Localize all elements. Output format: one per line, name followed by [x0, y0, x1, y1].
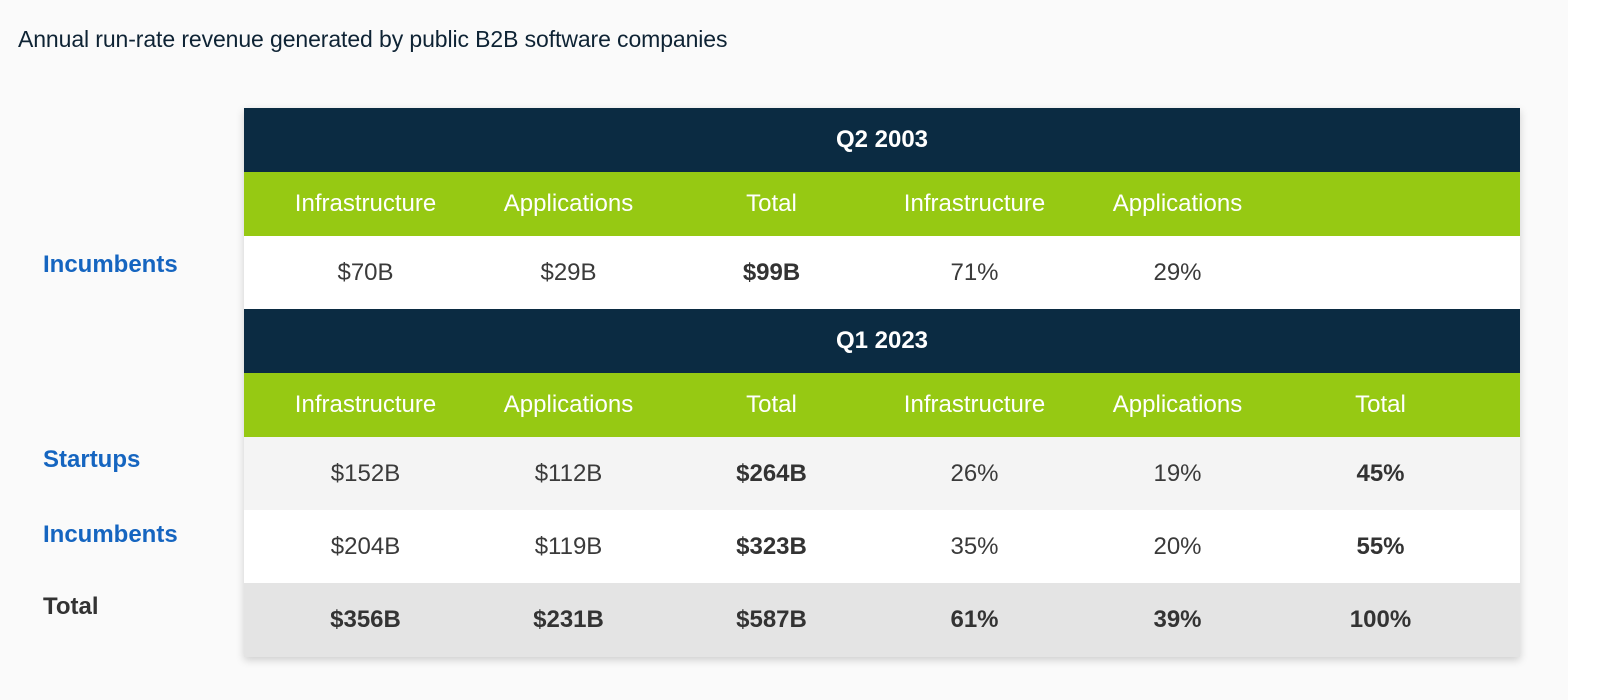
column-header-row: Infrastructure Applications Total Infras… [244, 172, 1520, 236]
table-cell: 35% [950, 532, 999, 560]
table-cell-total: 61% [950, 606, 999, 633]
table-cell: 26% [950, 459, 999, 487]
table-cell: $29B [540, 258, 597, 286]
row-label-incumbents-2003: Incumbents [43, 251, 178, 278]
table-cell-total: $264B [736, 459, 807, 487]
table-cell-total: 39% [1153, 606, 1202, 633]
row-label-startups-2023: Startups [43, 446, 141, 473]
column-header: Total [746, 391, 797, 418]
column-header: Infrastructure [903, 391, 1046, 418]
table-cell: 29% [1153, 258, 1202, 286]
revenue-table: Q2 2003 Infrastructure Applications Tota… [244, 108, 1520, 657]
table-cell-total: 45% [1356, 459, 1405, 487]
column-header: Infrastructure [294, 391, 437, 418]
table-cell-total: 55% [1356, 532, 1405, 560]
column-header: Total [746, 190, 797, 217]
column-header: Applications [1112, 190, 1243, 217]
period-label: Q1 2023 [835, 327, 929, 354]
column-header: Applications [1112, 391, 1243, 418]
table-cell-total: $356B [330, 606, 401, 633]
column-header-row: Infrastructure Applications Total Infras… [244, 373, 1520, 437]
table-row: $152B $112B $264B 26% 19% 45% [244, 437, 1520, 510]
table-cell-total: $587B [736, 606, 807, 633]
column-header: Applications [503, 190, 634, 217]
column-header: Applications [503, 391, 634, 418]
table-cell: $204B [330, 532, 401, 560]
period-label: Q2 2003 [835, 126, 929, 153]
column-header: Infrastructure [294, 190, 437, 217]
table-cell: $152B [330, 459, 401, 487]
chart-title: Annual run-rate revenue generated by pub… [18, 26, 728, 52]
table-cell: 71% [950, 258, 999, 286]
column-header: Total [1355, 391, 1406, 418]
table-cell: $112B [534, 459, 603, 487]
table-cell: 20% [1153, 532, 1202, 560]
row-label-incumbents-2023: Incumbents [43, 521, 178, 548]
table-cell-total: $323B [736, 532, 807, 560]
column-header: Infrastructure [903, 190, 1046, 217]
table-cell: $70B [337, 258, 394, 286]
period-header-q2-2003: Q2 2003 [244, 108, 1520, 172]
table-cell-total: 100% [1349, 606, 1412, 633]
table-row: $70B $29B $99B 71% 29% [244, 236, 1520, 309]
table-row: $204B $119B $323B 35% 20% 55% [244, 510, 1520, 583]
table-row-total: $356B $231B $587B 61% 39% 100% [244, 583, 1520, 657]
table-cell-total: $231B [533, 606, 604, 633]
table-cell: 19% [1153, 459, 1202, 487]
period-header-q1-2023: Q1 2023 [244, 309, 1520, 373]
table-cell: $119B [534, 532, 603, 560]
table-cell-total: $99B [742, 258, 801, 286]
row-label-total-2023: Total [43, 593, 99, 620]
